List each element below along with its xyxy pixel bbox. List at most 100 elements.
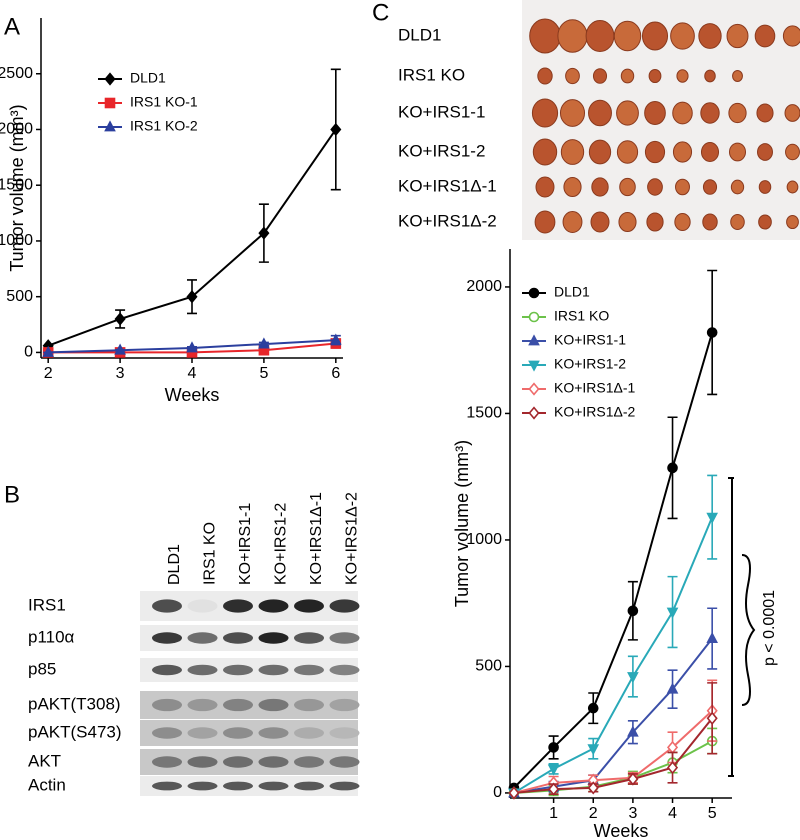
blot-band: [152, 727, 182, 739]
blot-band: [187, 698, 218, 712]
blot-band: [152, 632, 182, 644]
tumor: [672, 141, 693, 163]
blot-band: [294, 727, 324, 739]
blot-row-label: p110α: [28, 627, 75, 646]
p-value: p < 0.0001: [761, 590, 778, 666]
point: [706, 631, 719, 644]
blot-band: [152, 698, 182, 712]
y-tick-label: 2000: [0, 121, 33, 138]
legend-marker: [528, 334, 540, 346]
blot-column-label: KO+IRS1Δ-1: [308, 492, 325, 585]
blot-band: [329, 727, 360, 739]
point: [587, 744, 600, 756]
legend-marker: [528, 406, 540, 420]
x-tick-label: 4: [188, 365, 197, 382]
y-tick-label: 1500: [0, 176, 33, 193]
point: [547, 764, 560, 776]
legend-marker: [528, 311, 540, 323]
tumor: [675, 178, 690, 196]
legend-marker: [104, 97, 116, 109]
legend-marker: [104, 72, 116, 86]
blot-column-label: DLD1: [166, 544, 183, 585]
series-line: [513, 332, 714, 789]
x-axis-title: Weeks: [594, 821, 649, 840]
blot-row-label: pAKT(S473): [28, 722, 122, 741]
blot-row-label: p85: [28, 659, 56, 678]
tumor: [674, 212, 691, 232]
series-line: [513, 709, 713, 794]
point: [258, 337, 270, 349]
tumor: [537, 67, 553, 85]
blot-band: [152, 599, 182, 613]
photo-row-label: KO+IRS1Δ-1: [398, 176, 497, 195]
tumor: [648, 68, 662, 84]
tumor: [588, 139, 612, 165]
point: [666, 607, 679, 619]
tumor: [700, 102, 720, 124]
blot-band: [187, 632, 218, 644]
tumor: [618, 211, 637, 233]
tumor: [644, 101, 666, 125]
blot-band: [223, 781, 253, 791]
point: [186, 341, 198, 353]
x-tick-label: 3: [116, 365, 125, 382]
y-axis-title: Tumor volume (mm³): [452, 440, 472, 607]
y-tick-label: 0: [493, 784, 502, 801]
tumor: [588, 99, 612, 127]
point: [258, 226, 270, 240]
legend-label: KO+IRS1Δ-1: [554, 380, 636, 396]
tumor: [676, 69, 689, 83]
tumor: [782, 25, 800, 47]
point: [666, 760, 679, 775]
y-axis-title: Tumor volume (mm³): [7, 104, 27, 271]
tumor: [590, 211, 610, 233]
blot-band: [223, 599, 253, 613]
blot-band: [329, 599, 360, 613]
point: [329, 333, 342, 345]
point: [508, 786, 520, 800]
blot-band: [329, 756, 360, 768]
tumor: [535, 176, 555, 198]
tumor: [758, 180, 772, 194]
blot-band: [223, 698, 253, 712]
blot-band: [258, 599, 289, 613]
photo-row-label: KO+IRS1Δ-2: [398, 211, 497, 230]
y-tick-label: 1500: [466, 405, 502, 422]
x-tick-label: 3: [628, 805, 637, 822]
blot-band: [258, 727, 289, 739]
tumor: [592, 68, 608, 84]
x-tick-label: 2: [589, 805, 598, 822]
series-line: [513, 637, 713, 794]
tumor: [784, 104, 800, 122]
tumor: [757, 143, 773, 161]
y-tick-label: 500: [475, 658, 502, 675]
tumor: [557, 19, 588, 53]
blot-band: [258, 756, 289, 768]
x-tick-label: 5: [259, 365, 268, 382]
legend-marker: [528, 382, 540, 396]
panel-label: B: [4, 481, 20, 508]
tumor: [560, 139, 585, 165]
blot-band: [223, 756, 253, 768]
photo-row-label: IRS1 KO: [398, 65, 465, 84]
tumor: [728, 102, 747, 124]
blot-band: [152, 664, 182, 676]
photo-row-label: KO+IRS1-1: [398, 102, 485, 121]
tumor: [647, 178, 663, 196]
tumor: [619, 177, 636, 197]
tumor: [670, 22, 695, 50]
point: [587, 781, 599, 795]
legend-label: DLD1: [130, 70, 166, 86]
point: [706, 512, 719, 524]
blot-band: [329, 781, 360, 791]
blot-band: [258, 781, 289, 791]
tumor: [616, 100, 639, 126]
tumor: [613, 20, 642, 52]
tumor: [591, 177, 609, 197]
blot-column-label: KO+IRS1Δ-2: [344, 492, 361, 585]
blot-band: [223, 632, 253, 644]
photo-row-label: KO+IRS1-2: [398, 141, 485, 160]
tumor: [620, 68, 635, 84]
blot-band: [187, 727, 218, 739]
